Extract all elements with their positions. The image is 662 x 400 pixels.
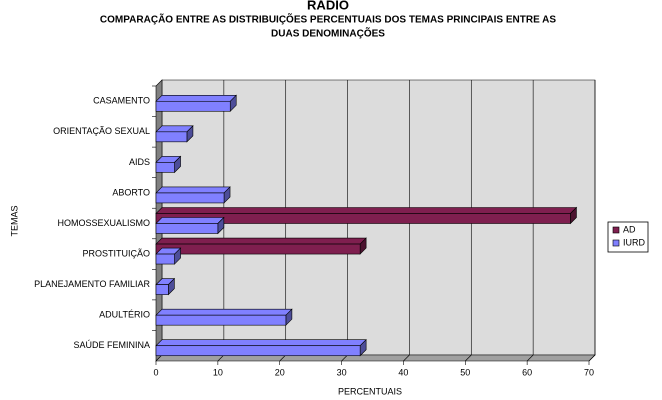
bar xyxy=(155,100,231,112)
bar-top xyxy=(155,237,367,245)
legend-swatch xyxy=(612,226,620,234)
bar xyxy=(155,253,175,265)
chart-subtitle: DUAS DENOMINAÇÕES xyxy=(271,27,385,40)
y-tick-label: AIDS xyxy=(129,157,150,167)
y-tick-label: PLANEJAMENTO FAMILIAR xyxy=(34,279,150,289)
bar xyxy=(155,243,361,255)
legend-swatch xyxy=(612,239,620,247)
grid-line xyxy=(465,354,472,362)
bar-top xyxy=(155,186,231,194)
grid-line xyxy=(403,354,410,362)
x-tick-label: 60 xyxy=(522,367,532,377)
bar-top xyxy=(155,207,578,214)
x-tick-label: 10 xyxy=(213,367,223,377)
y-tick-label: SAÚDE FEMININA xyxy=(73,340,150,350)
bar xyxy=(155,314,287,326)
chart-title: RADIO xyxy=(307,0,349,12)
bar xyxy=(155,284,169,295)
legend-label: IURD xyxy=(623,237,645,247)
bar-top xyxy=(155,94,237,102)
x-tick-label: 50 xyxy=(460,367,470,377)
y-tick-label: ADULTÉRIO xyxy=(99,310,150,320)
legend-box xyxy=(607,221,649,253)
chart-subtitle: COMPARAÇÃO ENTRE AS DISTRIBUIÇÕES PERCEN… xyxy=(100,13,556,26)
y-tick-label: ORIENTAÇÃO SEXUAL xyxy=(53,126,150,136)
bar xyxy=(155,131,188,143)
y-axis-label: TEMAS xyxy=(9,205,19,236)
x-tick-label: 20 xyxy=(275,367,285,377)
bar-top xyxy=(155,339,367,347)
grid-line xyxy=(526,354,534,362)
x-tick-label: 30 xyxy=(337,367,347,377)
grid-line xyxy=(588,354,596,362)
bar xyxy=(155,223,219,234)
legend-label: AD xyxy=(623,224,636,234)
y-tick-label: CASAMENTO xyxy=(93,96,150,106)
x-tick-label: 40 xyxy=(398,367,408,377)
bar xyxy=(155,162,175,173)
bar-top xyxy=(155,125,194,133)
y-tick-label: HOMOSSEXUALISMO xyxy=(57,218,150,228)
bar xyxy=(155,192,225,204)
y-tick-label: ABORTO xyxy=(112,187,150,197)
bar xyxy=(155,345,361,357)
bar-top xyxy=(155,217,225,224)
bar xyxy=(155,213,571,224)
bar-top xyxy=(155,308,293,316)
x-axis-label: PERCENTUAIS xyxy=(338,386,402,396)
x-tick-label: 70 xyxy=(584,367,594,377)
x-tick-label: 0 xyxy=(153,367,158,377)
y-tick-label: PROSTITUIÇÃO xyxy=(82,248,150,258)
